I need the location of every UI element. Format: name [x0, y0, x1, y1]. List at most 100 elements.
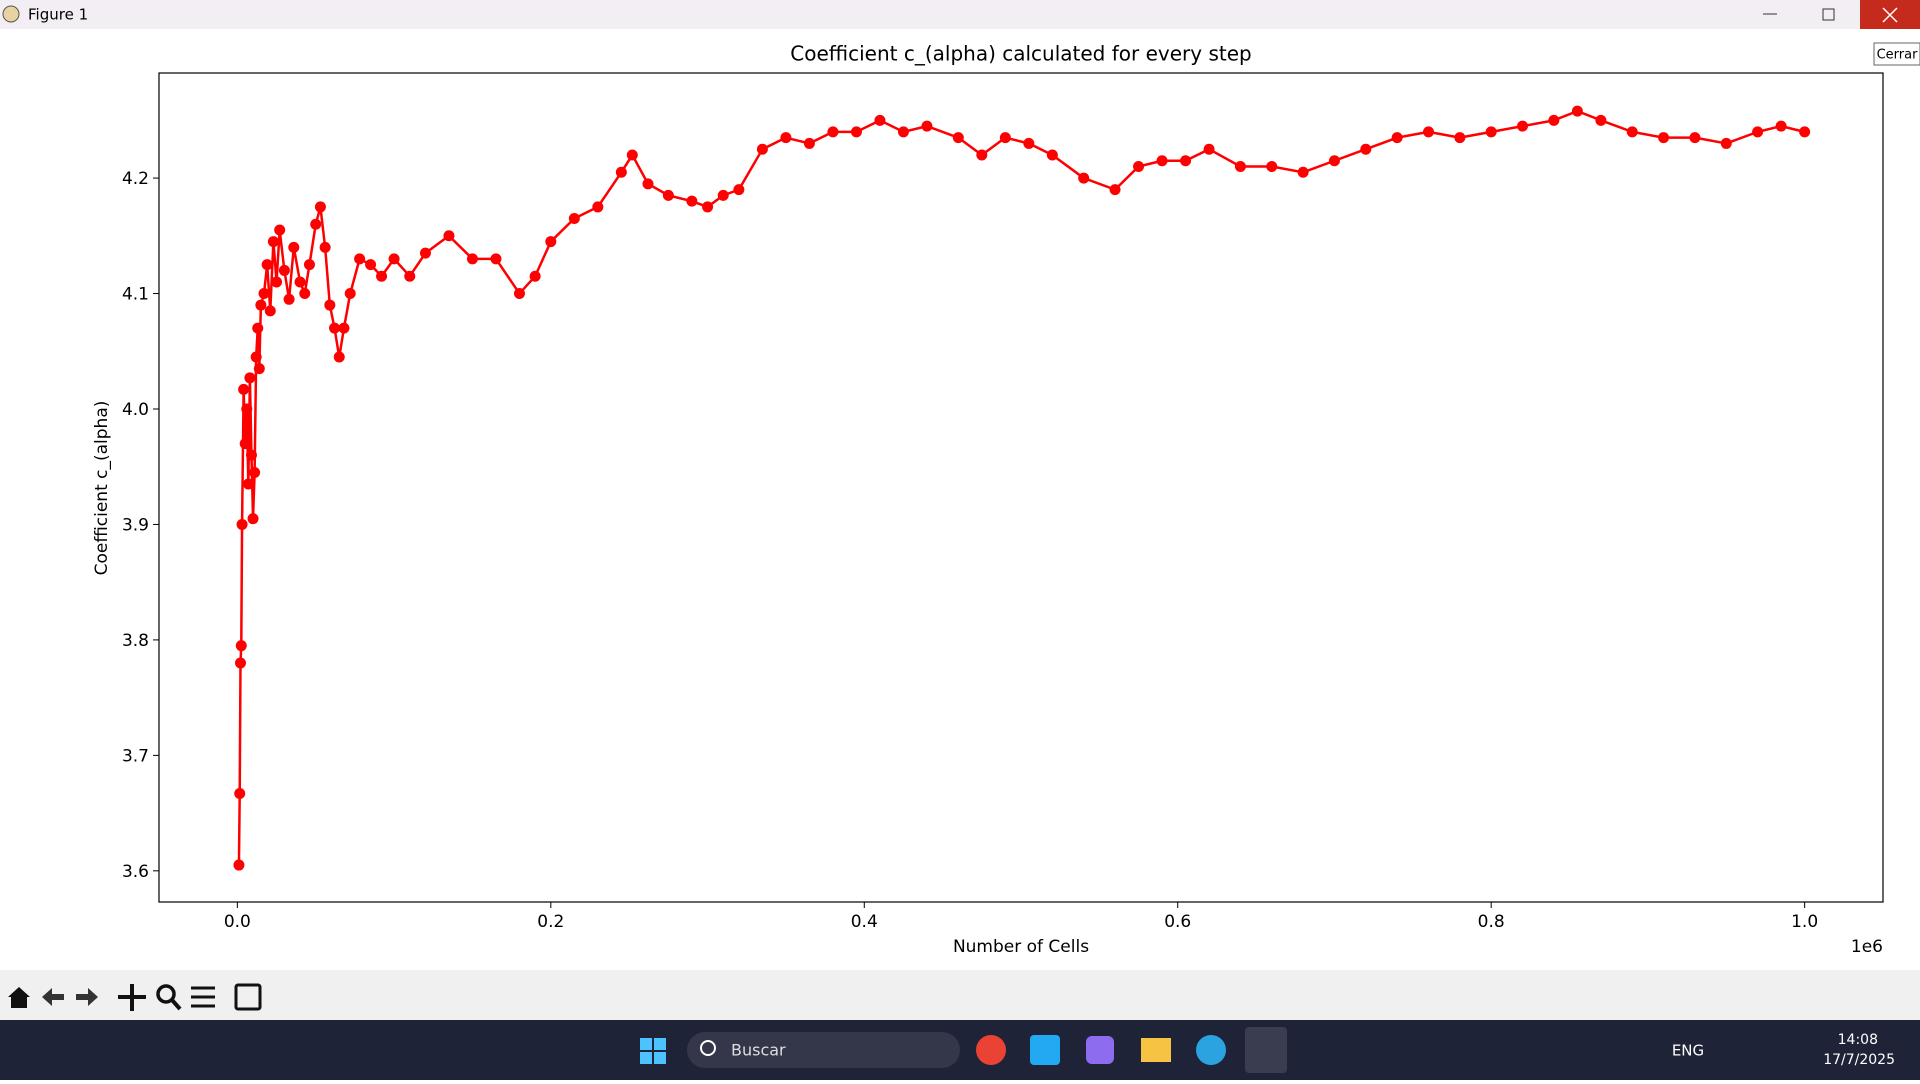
home-button[interactable]: [8, 987, 30, 1008]
clock-time[interactable]: 14:08: [1838, 1032, 1878, 1048]
point: [236, 518, 248, 530]
point: [1297, 166, 1309, 178]
point: [239, 438, 251, 450]
point: [1109, 184, 1121, 196]
point: [1775, 120, 1787, 132]
point: [1626, 126, 1638, 138]
telegram-icon[interactable]: [1196, 1035, 1226, 1065]
chart-title: Coefficient c_(alpha) calculated for eve…: [790, 42, 1251, 66]
point: [1133, 161, 1145, 173]
point: [283, 293, 295, 305]
point: [365, 259, 377, 271]
x-offset-label: 1e6: [1851, 937, 1883, 957]
point: [303, 259, 315, 271]
point: [513, 288, 525, 300]
configure-button[interactable]: [191, 986, 215, 1008]
point: [1720, 137, 1732, 149]
copilot-icon[interactable]: [1086, 1036, 1114, 1064]
back-button[interactable]: [42, 988, 64, 1006]
point: [244, 372, 256, 384]
search-box[interactable]: [687, 1032, 960, 1068]
tooltip: [1873, 42, 1920, 66]
point: [662, 189, 674, 201]
app-icon: [2, 5, 20, 23]
point: [388, 253, 400, 265]
point: [241, 403, 253, 415]
restore-button[interactable]: [1822, 8, 1835, 21]
point: [1360, 143, 1372, 155]
point: [249, 466, 261, 478]
point: [344, 288, 356, 300]
x-tick-label: 0.0: [224, 912, 251, 932]
y-tick-label: 3.7: [122, 746, 149, 766]
point: [288, 241, 300, 253]
point: [267, 236, 279, 248]
x-tick-label: 0.8: [1478, 912, 1505, 932]
x-tick-label: 0.2: [537, 912, 564, 932]
point: [642, 178, 654, 190]
search-text: Buscar: [731, 1041, 786, 1060]
point: [252, 322, 264, 334]
point: [702, 201, 714, 213]
point: [314, 201, 326, 213]
clock-date[interactable]: 17/7/2025: [1823, 1052, 1895, 1068]
point: [490, 253, 502, 265]
start-button[interactable]: [640, 1038, 666, 1064]
point: [568, 212, 580, 224]
zoom-handle: [170, 998, 182, 1011]
x-axis-label: Number of Cells: [953, 937, 1089, 957]
point: [1799, 126, 1811, 138]
point: [247, 513, 259, 525]
point: [1752, 126, 1764, 138]
point: [338, 322, 350, 334]
point: [1391, 132, 1403, 144]
x-tick-label: 0.6: [1164, 912, 1191, 932]
point: [234, 787, 246, 799]
point: [1485, 126, 1497, 138]
point: [299, 288, 311, 300]
point: [354, 253, 366, 265]
point: [329, 322, 341, 334]
point: [261, 259, 273, 271]
python-icon[interactable]: [1245, 1027, 1287, 1073]
language[interactable]: ENG: [1672, 1042, 1704, 1060]
point: [1454, 132, 1466, 144]
point: [1658, 132, 1670, 144]
point: [733, 184, 745, 196]
search-icon: [700, 1040, 716, 1056]
explorer-icon[interactable]: [1141, 1038, 1171, 1062]
point: [274, 224, 286, 236]
point: [1571, 105, 1583, 117]
point: [324, 299, 336, 311]
point: [1023, 137, 1035, 149]
tooltip-text: Cerrar: [1877, 48, 1919, 63]
point: [234, 657, 246, 669]
point: [1548, 114, 1560, 126]
window-title: Figure 1: [28, 6, 88, 24]
point: [952, 132, 964, 144]
save-button[interactable]: [234, 983, 262, 1011]
point: [264, 305, 276, 317]
point: [1422, 126, 1434, 138]
point: [278, 264, 290, 276]
point: [921, 120, 933, 132]
y-axis-label: Coefficient c_(alpha): [92, 401, 112, 576]
point: [419, 247, 431, 259]
vscode-icon[interactable]: [1030, 1035, 1060, 1065]
point: [615, 166, 627, 178]
pan-button[interactable]: [118, 984, 146, 1011]
zoom-button[interactable]: [156, 984, 176, 1004]
y-tick-label: 3.8: [122, 631, 149, 651]
plot: 3.6 3.7 3.8 3.9 4.0 4.1 4.2 0.0 0.2 0.4 0.6 0.8 1.0: [122, 105, 1818, 932]
forward-button[interactable]: [76, 988, 98, 1006]
point: [529, 270, 541, 282]
y-tick-label: 4.0: [122, 400, 149, 420]
point: [1689, 132, 1701, 144]
point: [271, 276, 283, 288]
point: [999, 132, 1011, 144]
point: [235, 640, 247, 652]
point: [1517, 120, 1529, 132]
chrome-icon[interactable]: [976, 1035, 1006, 1065]
